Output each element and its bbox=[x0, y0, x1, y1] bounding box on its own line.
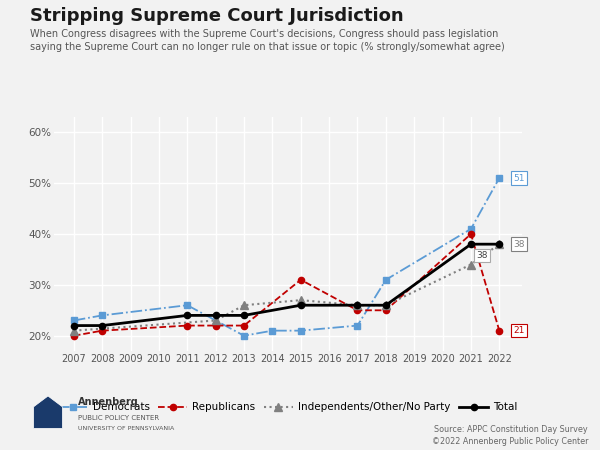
Line: Democrats: Democrats bbox=[71, 175, 502, 339]
Text: 38: 38 bbox=[514, 240, 525, 249]
Text: PUBLIC POLICY CENTER: PUBLIC POLICY CENTER bbox=[78, 415, 159, 421]
Independents/Other/No Party bbox=[241, 302, 248, 308]
Democrats bbox=[241, 333, 248, 338]
Total bbox=[241, 313, 248, 318]
Independents/Other/No Party bbox=[297, 297, 304, 303]
Republicans bbox=[496, 328, 503, 333]
Text: Stripping Supreme Court Jurisdiction: Stripping Supreme Court Jurisdiction bbox=[30, 7, 404, 25]
Text: 21: 21 bbox=[514, 326, 525, 335]
Total bbox=[467, 242, 475, 247]
Republicans bbox=[70, 333, 77, 338]
Democrats bbox=[467, 226, 475, 232]
Republicans bbox=[467, 231, 475, 237]
Text: Source: APPC Constitution Day Survey
©2022 Annenberg Public Policy Center: Source: APPC Constitution Day Survey ©20… bbox=[431, 425, 588, 446]
Polygon shape bbox=[34, 396, 62, 428]
Republicans bbox=[354, 308, 361, 313]
Democrats bbox=[98, 313, 106, 318]
Line: Independents/Other/No Party: Independents/Other/No Party bbox=[70, 240, 503, 334]
Total bbox=[98, 323, 106, 328]
Independents/Other/No Party bbox=[496, 242, 503, 247]
Text: 51: 51 bbox=[514, 174, 525, 183]
Total bbox=[496, 242, 503, 247]
Independents/Other/No Party bbox=[354, 302, 361, 308]
Independents/Other/No Party bbox=[467, 262, 475, 267]
Total bbox=[354, 302, 361, 308]
Independents/Other/No Party bbox=[212, 318, 219, 323]
Independents/Other/No Party bbox=[382, 302, 389, 308]
Democrats bbox=[496, 176, 503, 181]
Democrats bbox=[184, 302, 191, 308]
Republicans bbox=[297, 277, 304, 283]
Total bbox=[184, 313, 191, 318]
Total bbox=[382, 302, 389, 308]
Total bbox=[212, 313, 219, 318]
Republicans bbox=[98, 328, 106, 333]
Independents/Other/No Party bbox=[70, 328, 77, 333]
Text: 38: 38 bbox=[476, 251, 488, 260]
Democrats bbox=[70, 318, 77, 323]
Republicans bbox=[184, 323, 191, 328]
Text: UNIVERSITY OF PENNSYLVANIA: UNIVERSITY OF PENNSYLVANIA bbox=[78, 426, 174, 431]
Total bbox=[297, 302, 304, 308]
Republicans bbox=[382, 308, 389, 313]
Text: When Congress disagrees with the Supreme Court's decisions, Congress should pass: When Congress disagrees with the Supreme… bbox=[30, 29, 505, 53]
Democrats bbox=[269, 328, 276, 333]
Democrats bbox=[354, 323, 361, 328]
Republicans bbox=[212, 323, 219, 328]
Democrats bbox=[382, 277, 389, 283]
Democrats bbox=[297, 328, 304, 333]
Line: Total: Total bbox=[71, 241, 502, 328]
Legend: Democrats, Republicans, Independents/Other/No Party, Total: Democrats, Republicans, Independents/Oth… bbox=[54, 398, 522, 417]
Total bbox=[70, 323, 77, 328]
Text: Annenberg: Annenberg bbox=[78, 397, 139, 407]
Republicans bbox=[241, 323, 248, 328]
Line: Republicans: Republicans bbox=[71, 231, 502, 339]
